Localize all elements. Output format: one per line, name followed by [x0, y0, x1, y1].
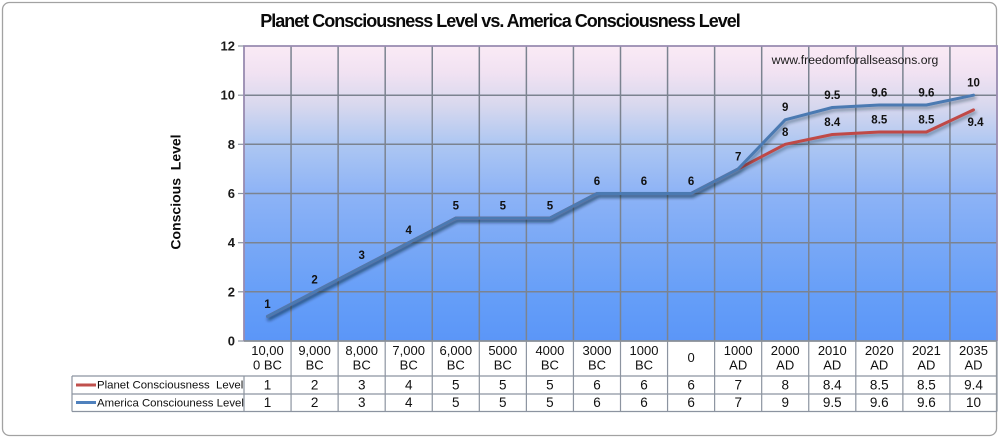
- svg-text:AD: AD: [964, 358, 982, 373]
- svg-text:2020: 2020: [865, 343, 894, 358]
- svg-text:2000: 2000: [771, 343, 800, 358]
- svg-text:6: 6: [228, 186, 235, 201]
- svg-text:9: 9: [782, 102, 788, 114]
- svg-text:9.6: 9.6: [871, 88, 887, 100]
- svg-text:www.freedomforallseasons.org: www.freedomforallseasons.org: [771, 53, 939, 67]
- svg-text:2: 2: [311, 378, 319, 393]
- svg-text:7: 7: [734, 378, 742, 393]
- svg-text:BC: BC: [447, 358, 465, 373]
- svg-text:8.5: 8.5: [917, 378, 936, 393]
- svg-text:AD: AD: [776, 358, 794, 373]
- svg-text:2010: 2010: [818, 343, 847, 358]
- svg-text:7: 7: [735, 151, 741, 163]
- svg-text:6,000: 6,000: [440, 343, 473, 358]
- svg-text:9.5: 9.5: [823, 395, 842, 410]
- svg-text:6: 6: [641, 176, 647, 188]
- svg-text:5: 5: [452, 395, 460, 410]
- svg-text:6: 6: [688, 176, 694, 188]
- svg-text:2021: 2021: [912, 343, 941, 358]
- svg-text:3: 3: [358, 250, 364, 262]
- svg-text:6: 6: [594, 176, 600, 188]
- svg-text:5: 5: [452, 378, 460, 393]
- svg-text:8.5: 8.5: [918, 115, 935, 127]
- svg-text:AD: AD: [823, 358, 841, 373]
- svg-text:1000: 1000: [724, 343, 753, 358]
- svg-text:7,000: 7,000: [392, 343, 425, 358]
- svg-text:AD: AD: [870, 358, 888, 373]
- svg-text:3: 3: [358, 378, 366, 393]
- svg-text:5: 5: [546, 395, 554, 410]
- svg-text:8: 8: [228, 137, 235, 152]
- svg-text:America Consciouness Level: America Consciouness Level: [97, 398, 244, 410]
- svg-text:4000: 4000: [535, 343, 564, 358]
- svg-text:BC: BC: [353, 358, 371, 373]
- svg-text:5: 5: [546, 378, 554, 393]
- svg-text:6: 6: [593, 395, 601, 410]
- svg-text:1000: 1000: [630, 343, 659, 358]
- svg-text:0: 0: [228, 334, 235, 349]
- svg-text:9.4: 9.4: [964, 378, 983, 393]
- svg-text:10: 10: [967, 78, 980, 90]
- svg-text:2: 2: [311, 274, 317, 286]
- svg-text:7: 7: [734, 395, 742, 410]
- svg-text:1: 1: [264, 378, 272, 393]
- svg-text:8.5: 8.5: [871, 115, 888, 127]
- svg-text:BC: BC: [635, 358, 653, 373]
- svg-text:9.5: 9.5: [824, 90, 841, 102]
- svg-text:BC: BC: [541, 358, 559, 373]
- svg-text:BC: BC: [400, 358, 418, 373]
- svg-text:Planet Consciousness Level: Planet Consciousness Level: [97, 380, 243, 392]
- svg-text:3: 3: [358, 395, 366, 410]
- svg-text:9.4: 9.4: [968, 117, 985, 129]
- svg-text:AD: AD: [917, 358, 935, 373]
- svg-text:Planet Consciousness Level vs.: Planet Consciousness Level vs. America C…: [260, 11, 740, 31]
- svg-text:4: 4: [405, 225, 412, 237]
- svg-text:6: 6: [687, 378, 695, 393]
- svg-text:BC: BC: [306, 358, 324, 373]
- svg-text:8: 8: [782, 127, 789, 139]
- svg-text:5: 5: [547, 201, 554, 213]
- svg-text:5: 5: [500, 201, 507, 213]
- svg-text:8: 8: [781, 378, 789, 393]
- svg-text:1: 1: [264, 299, 271, 311]
- svg-text:5: 5: [499, 378, 507, 393]
- svg-text:Conscious Level: Conscious Level: [168, 134, 184, 249]
- svg-text:2: 2: [311, 395, 319, 410]
- svg-text:1: 1: [264, 395, 272, 410]
- svg-text:9.6: 9.6: [917, 395, 936, 410]
- svg-text:9,000: 9,000: [298, 343, 331, 358]
- svg-text:10,00: 10,00: [251, 343, 284, 358]
- svg-text:6: 6: [640, 378, 648, 393]
- svg-text:2035: 2035: [959, 343, 988, 358]
- svg-text:9.6: 9.6: [918, 88, 934, 100]
- svg-text:10: 10: [966, 395, 981, 410]
- svg-text:5: 5: [453, 201, 460, 213]
- svg-text:AD: AD: [729, 358, 747, 373]
- svg-text:5: 5: [499, 395, 507, 410]
- svg-text:4: 4: [405, 395, 413, 410]
- svg-text:6: 6: [593, 378, 601, 393]
- svg-text:3000: 3000: [583, 343, 612, 358]
- svg-text:9: 9: [781, 395, 789, 410]
- svg-text:6: 6: [687, 395, 695, 410]
- svg-text:4: 4: [405, 378, 413, 393]
- svg-text:6: 6: [640, 395, 648, 410]
- svg-text:8.4: 8.4: [824, 117, 841, 129]
- svg-text:0: 0: [687, 350, 694, 365]
- svg-text:10: 10: [221, 88, 235, 103]
- svg-text:BC: BC: [494, 358, 512, 373]
- svg-text:12: 12: [221, 39, 235, 54]
- svg-text:0 BC: 0 BC: [253, 358, 282, 373]
- svg-text:8,000: 8,000: [345, 343, 378, 358]
- svg-text:8.5: 8.5: [870, 378, 889, 393]
- svg-text:8.4: 8.4: [823, 378, 842, 393]
- svg-text:4: 4: [228, 235, 236, 250]
- svg-text:5000: 5000: [488, 343, 517, 358]
- svg-text:9.6: 9.6: [870, 395, 889, 410]
- svg-text:BC: BC: [588, 358, 606, 373]
- svg-text:2: 2: [228, 284, 235, 299]
